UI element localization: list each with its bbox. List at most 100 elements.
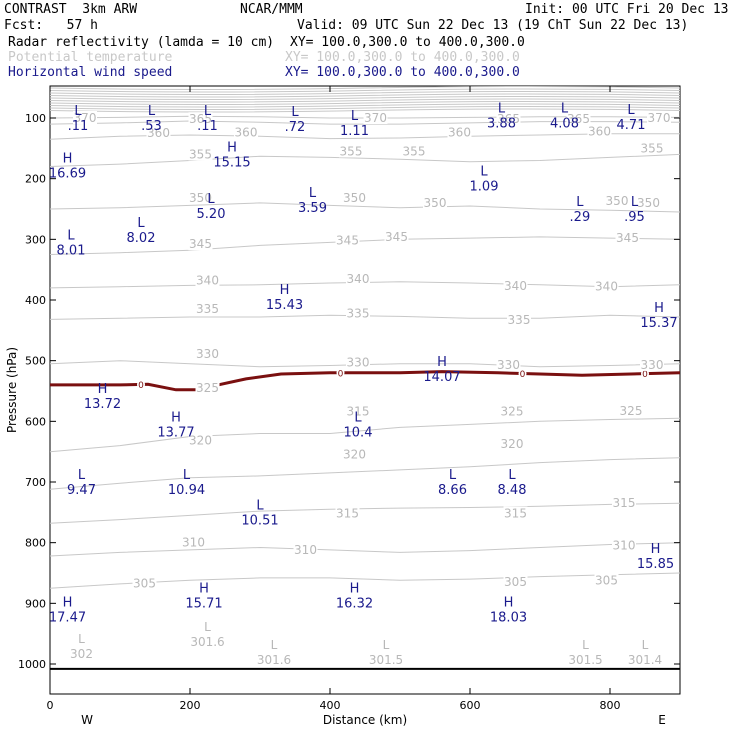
wind-min-marker: L	[204, 104, 212, 119]
theta-label-bg	[195, 380, 220, 394]
east-label: E	[658, 713, 666, 727]
theta-minimum-value: 302	[70, 647, 93, 661]
theta-contour-310	[49, 542, 681, 557]
field-reflectivity-xy: XY= 100.0,300.0 to 400.0,300.0	[290, 35, 525, 50]
theta-minimum-marker: L	[271, 638, 278, 652]
y-tick-label: 200	[25, 173, 46, 186]
theta-label-bg	[507, 313, 531, 327]
wind-min-marker: L	[183, 468, 191, 483]
wind-speed-value: 16.69	[49, 166, 86, 181]
theta-label: 305	[504, 575, 527, 589]
theta-label: 330	[196, 347, 219, 361]
theta-label-bg	[503, 575, 528, 589]
theta-label: 320	[343, 448, 366, 462]
theta-label: 335	[508, 313, 531, 327]
theta-label: 365	[567, 112, 590, 126]
theta-label: 350	[189, 191, 212, 205]
init-time: Init: 00 UTC Fri 20 Dec 13	[525, 2, 729, 17]
y-tick-label: 800	[25, 537, 46, 550]
theta-label-bg	[188, 112, 213, 126]
wind-speed-value: .72	[285, 120, 306, 135]
reflectivity-contour	[50, 370, 681, 392]
wind-max-marker: H	[199, 581, 209, 596]
theta-label-bg	[188, 433, 213, 447]
theta-label-bg	[615, 231, 640, 245]
wind-speed-value: 8.48	[498, 483, 527, 498]
theta-label-bg	[342, 447, 367, 461]
theta-label: 335	[347, 306, 370, 320]
wind-speed-value: 9.47	[67, 483, 96, 498]
x-tick-label: 800	[600, 699, 621, 712]
wind-speed-value: .11	[197, 119, 218, 134]
theta-minimum-marker: L	[383, 638, 390, 652]
model-name: CONTRAST 3km ARW	[4, 2, 138, 17]
theta-minimum-value: 301.6	[190, 635, 224, 649]
theta-label: 345	[616, 231, 639, 245]
reflectivity-label-bg	[336, 367, 345, 378]
theta-label: 345	[336, 234, 359, 248]
wind-speed-value: 15.85	[637, 557, 674, 572]
wind-speed-value: 3.59	[298, 201, 327, 216]
theta-label-bg	[496, 357, 521, 371]
theta-label: 340	[504, 279, 527, 293]
wind-min-marker: L	[74, 104, 82, 119]
theta-label: 320	[501, 437, 524, 451]
theta-label-bg	[594, 573, 619, 587]
wind-max-marker: H	[437, 355, 447, 370]
theta-label-bg	[234, 125, 258, 139]
theta-label: 325	[501, 405, 524, 419]
theta-label-bg	[335, 233, 360, 247]
valid-time: Valid: 09 UTC Sun 22 Dec 13 (19 ChT Sun …	[297, 18, 689, 33]
forecast-hour: Fcst: 57 h	[4, 18, 98, 33]
theta-contour-320	[49, 457, 681, 490]
wind-speed-value: 10.4	[344, 425, 373, 440]
theta-label-bg	[384, 229, 409, 243]
theta-contour-355	[49, 153, 681, 167]
wind-min-marker: L	[137, 216, 145, 231]
field-theta-xy: XY= 100.0,300.0 to 400.0,300.0	[285, 50, 520, 65]
field-theta-name: Potential temperature	[8, 50, 173, 65]
wind-speed-value: 8.02	[127, 231, 156, 246]
theta-label-bg	[188, 237, 213, 251]
wind-max-marker: H	[63, 151, 73, 166]
theta-label: 315	[504, 507, 527, 521]
wind-speed-value: 1.09	[470, 180, 499, 195]
theta-label-bg	[335, 506, 360, 520]
wind-min-marker: L	[631, 195, 639, 210]
theta-label-bg	[612, 538, 636, 552]
theta-label: 360	[147, 126, 170, 140]
theta-label: 340	[347, 272, 370, 286]
theta-label-bg	[346, 271, 370, 285]
theta-label-bg	[447, 125, 472, 139]
theta-label: 350	[637, 196, 660, 210]
wind-min-marker: L	[480, 165, 488, 180]
theta-label: 315	[613, 496, 636, 510]
wind-speed-value: .11	[68, 119, 89, 134]
theta-label: 355	[189, 147, 212, 161]
wind-speed-value: 10.51	[241, 513, 278, 528]
theta-label: 355	[340, 144, 363, 158]
wind-max-marker: H	[280, 283, 290, 298]
x-tick-label: 400	[320, 699, 341, 712]
y-tick-label: 900	[25, 597, 46, 610]
theta-label: 325	[196, 381, 219, 395]
theta-label-bg	[605, 194, 629, 208]
theta-label-bg	[619, 404, 643, 418]
theta-label: 370	[648, 111, 671, 125]
theta-label: 340	[595, 280, 618, 294]
theta-label: 350	[424, 196, 447, 210]
theta-label: 345	[189, 237, 212, 251]
theta-label: 365	[497, 112, 520, 126]
theta-label-bg	[496, 112, 521, 126]
theta-minimum-value: 301.5	[369, 653, 403, 667]
wind-speed-value: 18.03	[490, 610, 527, 625]
wind-min-marker: L	[207, 192, 215, 207]
theta-label-bg	[566, 112, 591, 126]
theta-label-bg	[293, 542, 318, 556]
theta-label-bg	[647, 111, 671, 124]
wind-min-marker: L	[148, 104, 156, 119]
plot-frame	[49, 85, 681, 695]
theta-contour-345	[49, 236, 681, 255]
wind-speed-value: 4.08	[550, 117, 579, 132]
wind-speed-value: 5.20	[197, 207, 226, 222]
